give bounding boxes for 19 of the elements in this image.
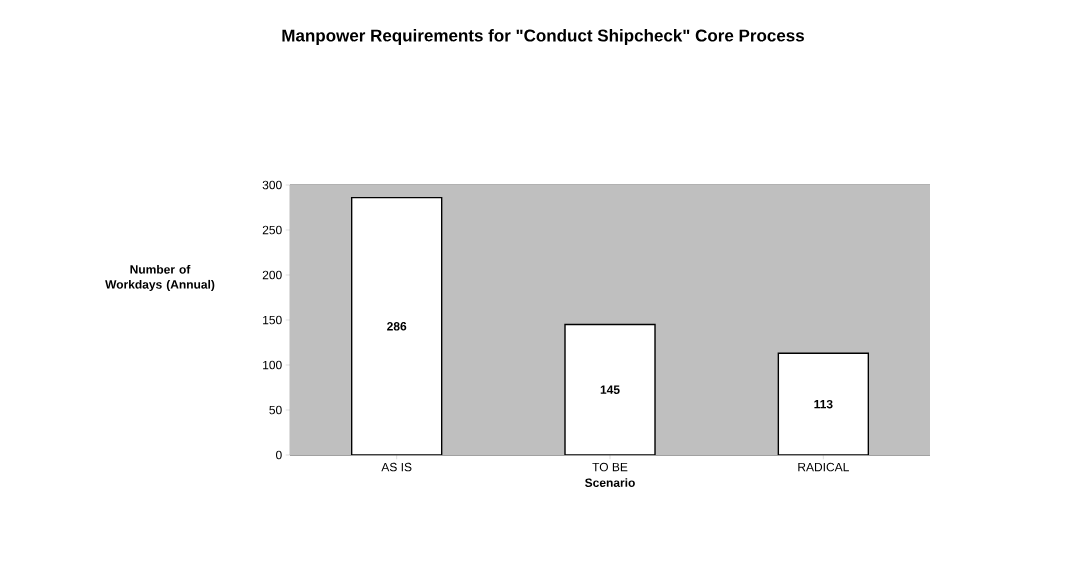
bar bbox=[350, 196, 443, 455]
y-tick-label: 250 bbox=[262, 225, 282, 235]
y-axis-title: Number of Workdays (Annual) bbox=[105, 264, 215, 292]
x-tick-label: AS IS bbox=[381, 462, 412, 472]
y-tick-label: 200 bbox=[262, 270, 282, 280]
x-tick-label: TO BE bbox=[592, 462, 628, 472]
y-tick-label: 150 bbox=[263, 315, 282, 325]
bar bbox=[564, 323, 656, 455]
y-tick-label: 100 bbox=[263, 360, 282, 370]
x-tick-label: RADICAL bbox=[798, 462, 849, 472]
data-label: 113 bbox=[814, 399, 833, 409]
x-axis-title: Scenario bbox=[585, 478, 635, 487]
y-tick-label: 300 bbox=[262, 180, 282, 190]
data-label: 286 bbox=[387, 322, 407, 331]
chart-title: Manpower Requirements for "Conduct Shipcheck" Core Process bbox=[282, 29, 804, 45]
bar bbox=[777, 352, 870, 455]
data-label: 145 bbox=[600, 385, 620, 394]
y-tick-label: 50 bbox=[269, 405, 282, 415]
y-tick-label: 0 bbox=[276, 450, 282, 460]
